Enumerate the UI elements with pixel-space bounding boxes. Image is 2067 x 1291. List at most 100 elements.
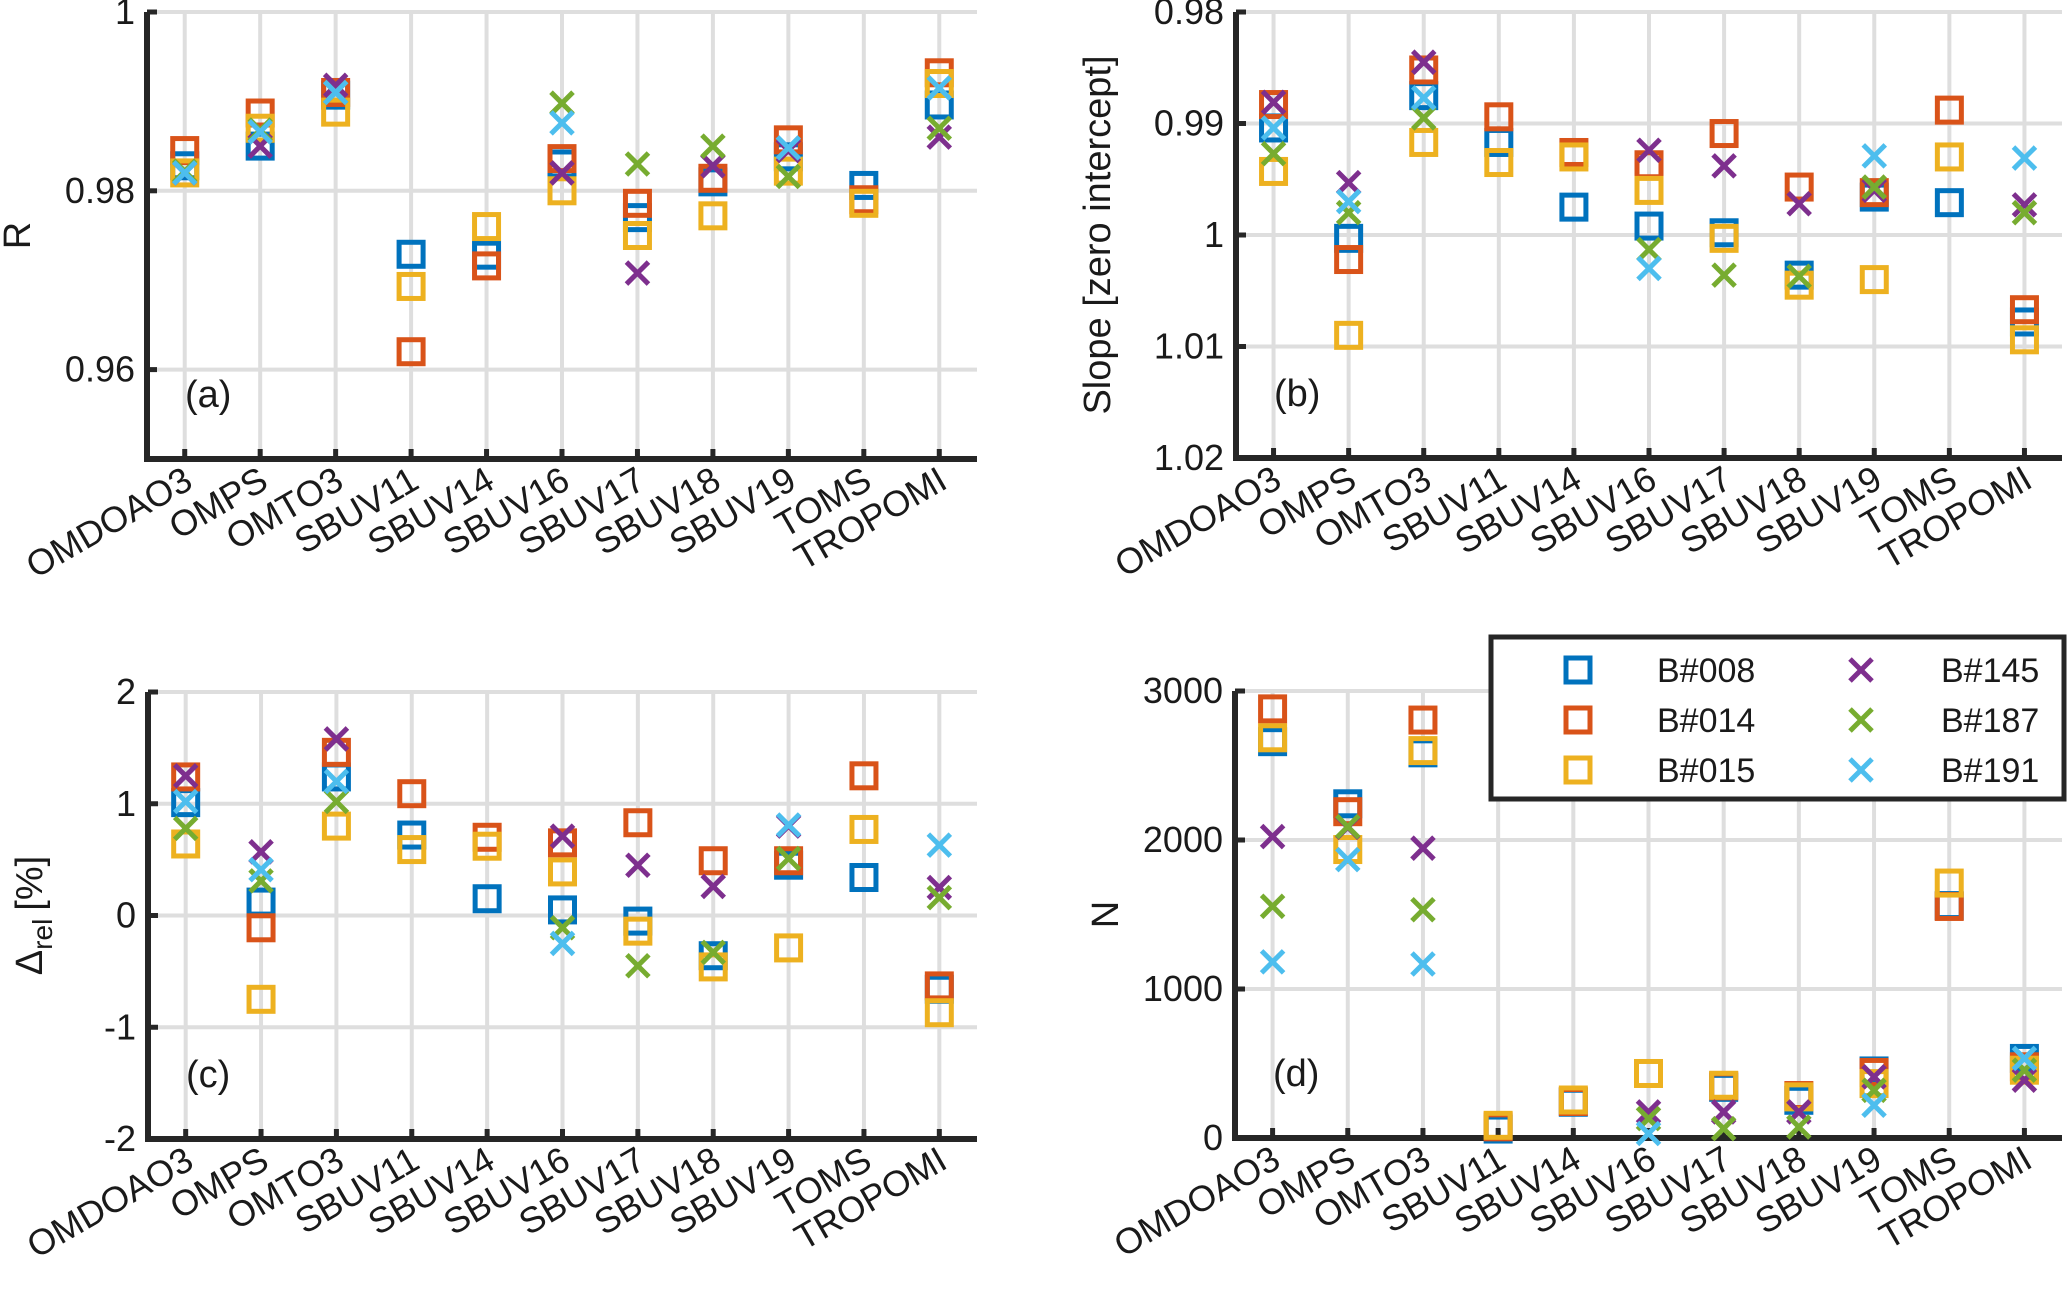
- data-point-B187: [624, 151, 651, 177]
- legend-x-marker: [1848, 707, 1874, 733]
- data-point-B014: [396, 337, 426, 367]
- data-point-B191: [171, 160, 198, 186]
- data-point-B015: [1709, 1070, 1739, 1100]
- data-point-B187: [2011, 199, 2038, 226]
- data-point-B015: [1334, 320, 1364, 350]
- data-point-B014: [1934, 95, 1964, 125]
- data-point-B191: [775, 135, 802, 161]
- data-point-B187: [1786, 263, 1812, 290]
- data-point-B187: [775, 845, 802, 872]
- y-tick-label: -2: [104, 1118, 136, 1159]
- data-point-B008: [1334, 223, 1364, 253]
- data-point-B187: [700, 939, 726, 966]
- data-point-B191: [926, 75, 953, 101]
- data-point-B145: [172, 763, 199, 789]
- data-point-B015: [246, 984, 276, 1014]
- data-point-B008: [924, 90, 954, 120]
- legend-label: B#008: [1657, 652, 1755, 690]
- y-tick-label: 0.96: [65, 349, 135, 390]
- data-point-B015: [547, 176, 577, 206]
- data-point-B191: [549, 930, 576, 957]
- data-point-B008: [397, 820, 427, 850]
- markers: [171, 726, 954, 1028]
- y-tick-label: 0: [116, 895, 136, 936]
- data-point-B191: [322, 79, 349, 106]
- data-point-B191: [1335, 846, 1361, 873]
- y-tick-label: 0: [1203, 1117, 1223, 1158]
- data-point-B145: [1635, 1099, 1662, 1125]
- data-point-B191: [247, 119, 273, 145]
- y-tick-label: 0.98: [1154, 0, 1224, 32]
- data-point-B014: [1258, 694, 1288, 724]
- data-point-B145: [1259, 823, 1286, 850]
- data-point-B008: [1634, 211, 1664, 241]
- data-point-B014: [245, 98, 275, 128]
- data-point-B187: [625, 953, 651, 979]
- panel-b: 0.980.9911.011.02OMDOAO3OMPSOMTO3SBUV11S…: [1077, 0, 2062, 585]
- data-point-B145: [2011, 192, 2038, 218]
- data-point-B015: [1634, 175, 1664, 205]
- data-point-B191: [323, 768, 350, 795]
- data-point-B015: [1409, 127, 1439, 157]
- data-point-B014: [548, 828, 577, 858]
- data-point-B191: [1259, 949, 1286, 975]
- y-tick-label: 0.99: [1154, 103, 1224, 144]
- data-point-B015: [774, 933, 804, 963]
- y-tick-label: 1.02: [1154, 437, 1224, 478]
- data-point-B015: [1259, 156, 1289, 186]
- data-point-B014: [1409, 55, 1439, 85]
- data-point-B145: [322, 72, 349, 99]
- legend-label: B#187: [1941, 702, 2039, 740]
- legend-label: B#014: [1657, 702, 1755, 740]
- data-point-B015: [472, 831, 502, 861]
- y-axis-title: Slope [zero intercept]: [1077, 55, 1119, 414]
- data-point-B014: [774, 846, 804, 876]
- data-point-B187: [1636, 236, 1662, 263]
- legend-item: B#014: [1563, 702, 1755, 740]
- data-point-B191: [248, 856, 274, 883]
- markers: [1258, 694, 2039, 1147]
- y-tick-label: -1: [104, 1006, 136, 1047]
- y-tick-label: 1: [116, 783, 136, 824]
- data-point-B191: [1410, 951, 1436, 977]
- legend-label: B#145: [1941, 652, 2039, 690]
- data-point-B145: [625, 852, 651, 878]
- data-point-B015: [321, 97, 351, 127]
- data-point-B015: [1408, 736, 1438, 766]
- data-point-B145: [1786, 191, 1812, 217]
- data-point-B145: [549, 823, 576, 849]
- data-point-B015: [924, 69, 954, 99]
- legend-square-marker: [1563, 705, 1593, 735]
- data-point-B145: [700, 153, 726, 179]
- legend-square-marker: [1563, 655, 1593, 685]
- data-point-B014: [849, 761, 879, 791]
- data-point-B145: [1410, 835, 1436, 861]
- data-point-B191: [775, 812, 802, 838]
- data-point-B015: [1483, 1110, 1513, 1140]
- data-point-B187: [1861, 174, 1888, 200]
- panel-a: 0.960.981OMDOAO3OMPSOMTO3SBUV11SBUV14SBU…: [0, 0, 977, 586]
- data-point-B014: [1259, 90, 1289, 120]
- y-tick-label: 1.01: [1154, 326, 1224, 367]
- data-point-B015: [924, 998, 954, 1028]
- data-point-B187: [926, 115, 953, 141]
- data-point-B015: [1634, 1058, 1663, 1088]
- data-point-B015: [2009, 325, 2039, 355]
- data-point-B187: [1786, 1114, 1812, 1140]
- data-point-B191: [2011, 1045, 2038, 1072]
- y-tick-label: 2000: [1143, 819, 1223, 860]
- data-point-B191: [172, 788, 199, 815]
- y-axis-title: Δrel [%]: [9, 856, 58, 975]
- data-point-B145: [624, 260, 651, 286]
- data-point-B014: [623, 808, 653, 838]
- legend-item: B#008: [1563, 652, 1755, 690]
- data-point-B187: [1410, 896, 1436, 923]
- data-point-B014: [1484, 102, 1514, 132]
- legend-box: [1488, 634, 2067, 802]
- legend-label: B#015: [1657, 752, 1755, 790]
- data-point-B187: [700, 133, 726, 159]
- data-point-B145: [926, 124, 953, 150]
- data-point-B015: [1559, 142, 1589, 172]
- data-point-B015: [548, 857, 577, 887]
- data-point-B014: [171, 762, 201, 792]
